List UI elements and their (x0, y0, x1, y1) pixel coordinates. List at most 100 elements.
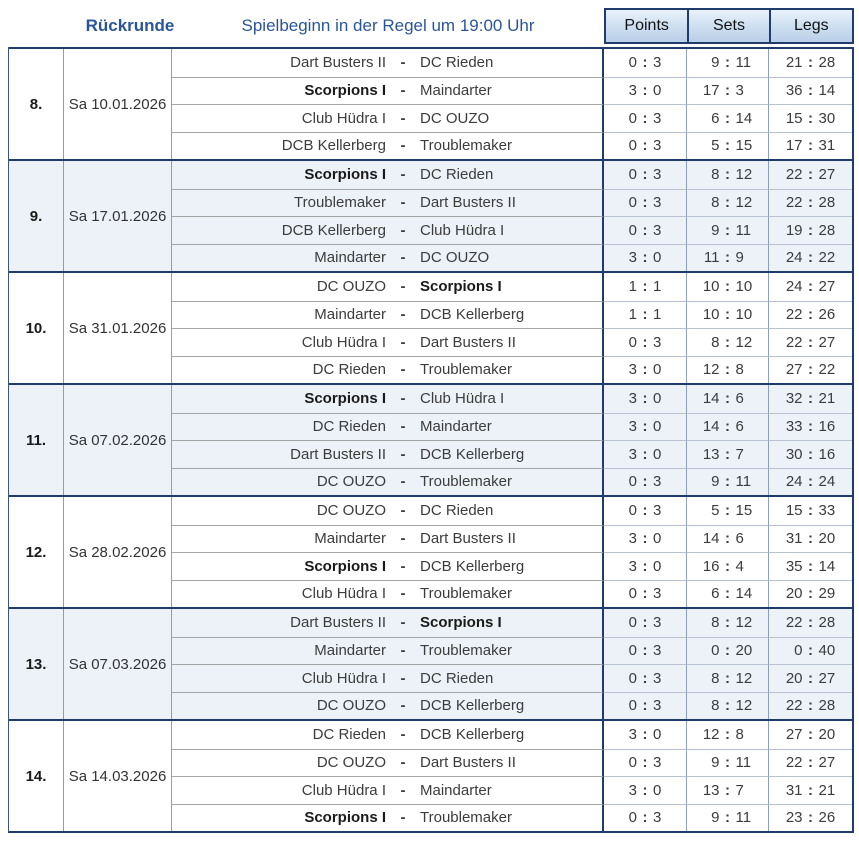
away-team: Troublemaker (420, 473, 512, 491)
score-away: 8 (735, 361, 744, 379)
sets-score-cell: 10 : 10 (687, 300, 769, 328)
score-home: 20 (785, 585, 803, 603)
score-away: 11 (735, 809, 752, 827)
matchday-group: 10. Sa 31.01.2026 DC OUZO - Scorpions I … (9, 271, 852, 383)
score-home: 3 (628, 390, 637, 408)
versus-dash: - (400, 82, 406, 100)
column-header-sets: Sets (687, 8, 771, 44)
score-colon: : (808, 585, 813, 603)
score-away: 3 (653, 697, 662, 715)
score-home: 30 (785, 445, 803, 463)
away-team: Club Hüdra I (420, 390, 505, 408)
legs-score-cell: 27 : 20 (769, 721, 852, 749)
versus-dash: - (400, 754, 406, 772)
score-home: 22 (785, 306, 803, 324)
matchday-group: 8. Sa 10.01.2026 Dart Busters II - DC Ri… (9, 47, 852, 159)
match-row: Club Hüdra I - DC OUZO (172, 104, 604, 132)
match-row: Scorpions I - Troublemaker (172, 803, 604, 831)
match-row: Club Hüdra I - Troublemaker (172, 579, 604, 607)
score-home: 0 (711, 642, 720, 660)
score-colon: : (725, 361, 730, 379)
table-header: Rückrunde Spielbeginn in der Regel um 19… (8, 8, 859, 44)
score-away: 12 (735, 166, 753, 184)
match-row: Dart Busters II - DCB Kellerberg (172, 440, 604, 468)
points-score-cell: 0 : 3 (604, 467, 687, 495)
score-home: 14 (702, 390, 720, 408)
legs-score-cell: 24 : 27 (769, 273, 852, 301)
match-row: DCB Kellerberg - Club Hüdra I (172, 216, 604, 244)
score-away: 15 (735, 137, 753, 155)
score-away: 26 (818, 809, 836, 827)
score-colon: : (808, 754, 813, 772)
score-home: 3 (628, 530, 637, 548)
score-colon: : (808, 530, 813, 548)
score-colon: : (808, 614, 813, 632)
home-team: Club Hüdra I (301, 333, 386, 351)
score-colon: : (725, 585, 730, 603)
score-colon: : (808, 445, 813, 463)
match-row: Maindarter - DCB Kellerberg (172, 300, 604, 328)
score-away: 3 (653, 754, 662, 772)
points-score-cell: 0 : 3 (604, 609, 687, 637)
score-away: 7 (735, 781, 744, 799)
score-away: 0 (653, 361, 662, 379)
matchday-date: Sa 14.03.2026 (64, 721, 172, 831)
matchday-date: Sa 28.02.2026 (64, 497, 172, 607)
score-away: 28 (818, 54, 836, 72)
legs-score-cell: 20 : 27 (769, 664, 852, 692)
home-team: Maindarter (314, 642, 386, 660)
score-away: 27 (818, 166, 836, 184)
match-row: DC OUZO - Scorpions I (172, 273, 604, 301)
score-home: 0 (794, 642, 803, 660)
home-team: Scorpions I (304, 390, 386, 408)
score-away: 28 (818, 697, 836, 715)
points-score-cell: 3 : 0 (604, 776, 687, 804)
score-colon: : (808, 249, 813, 267)
match-row: Dart Busters II - DC Rieden (172, 49, 604, 77)
score-away: 0 (653, 445, 662, 463)
home-team: Club Hüdra I (301, 669, 386, 687)
away-team: DCB Kellerberg (420, 557, 525, 575)
home-team: DC OUZO (316, 278, 386, 296)
match-row: DC OUZO - DCB Kellerberg (172, 691, 604, 719)
score-home: 0 (628, 502, 637, 520)
score-home: 14 (702, 530, 720, 548)
score-home: 3 (628, 781, 637, 799)
versus-dash: - (400, 249, 406, 267)
score-home: 0 (628, 809, 637, 827)
score-colon: : (642, 278, 648, 296)
score-away: 7 (735, 445, 744, 463)
score-colon: : (642, 781, 648, 799)
score-colon: : (642, 418, 648, 436)
score-colon: : (808, 166, 813, 184)
points-score-cell: 1 : 1 (604, 273, 687, 301)
legs-score-cell: 31 : 20 (769, 524, 852, 553)
score-colon: : (808, 697, 813, 715)
score-away: 0 (653, 530, 662, 548)
points-score-cell: 0 : 3 (604, 131, 687, 159)
score-home: 11 (703, 249, 720, 267)
points-score-cell: 3 : 0 (604, 355, 687, 383)
score-home: 5 (711, 502, 720, 520)
versus-dash: - (400, 781, 406, 799)
score-away: 12 (735, 669, 753, 687)
score-home: 0 (628, 473, 637, 491)
home-team: Scorpions I (304, 557, 386, 575)
legs-score-cell: 32 : 21 (769, 385, 852, 413)
points-score-cell: 0 : 3 (604, 161, 687, 189)
score-home: 8 (711, 333, 720, 351)
score-away: 3 (653, 585, 662, 603)
score-home: 9 (711, 754, 720, 772)
score-colon: : (642, 54, 648, 72)
away-team: DCB Kellerberg (420, 697, 525, 715)
sets-score-cell: 9 : 11 (687, 748, 769, 776)
match-row: Maindarter - Dart Busters II (172, 524, 604, 552)
score-home: 22 (785, 614, 803, 632)
sets-score-cell: 6 : 14 (687, 579, 769, 607)
home-team: Club Hüdra I (301, 109, 386, 127)
matchday-number: 9. (9, 161, 64, 271)
score-home: 3 (628, 361, 637, 379)
matchday-group: 13. Sa 07.03.2026 Dart Busters II - Scor… (9, 607, 852, 719)
home-team: DC Rieden (312, 361, 386, 379)
